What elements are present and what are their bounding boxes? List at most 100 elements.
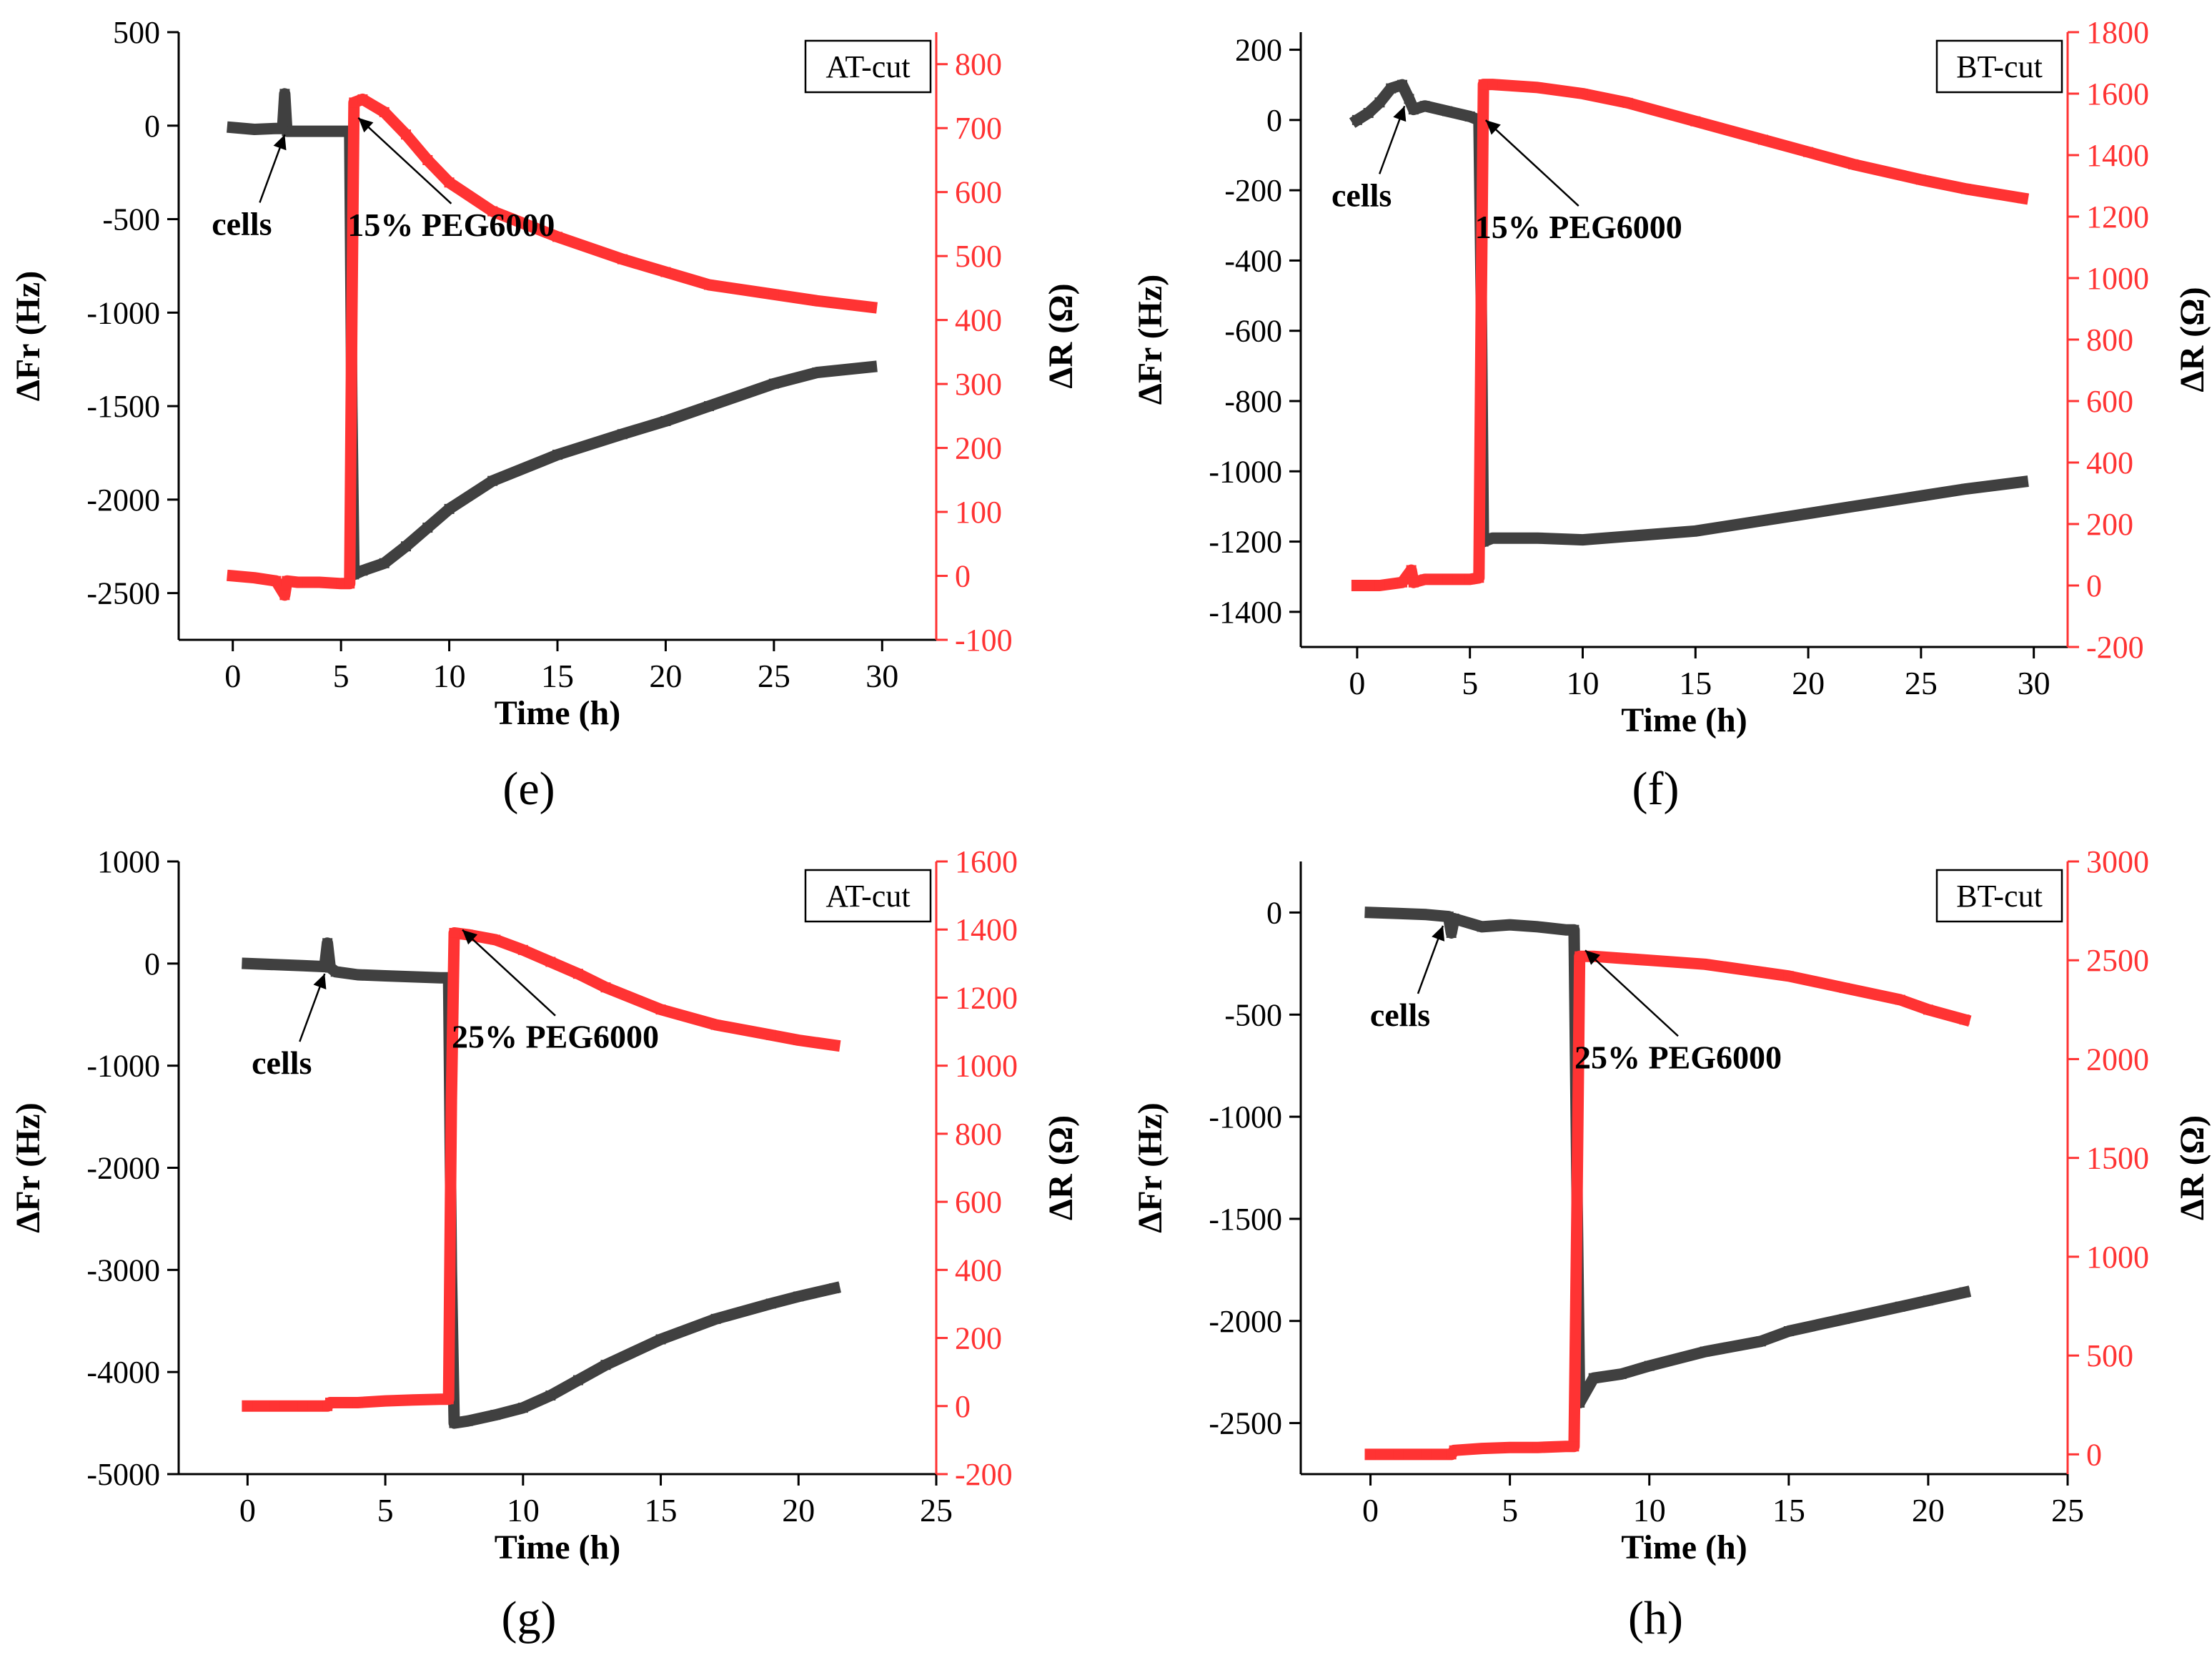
annotation-label: 15% PEG6000: [1475, 209, 1682, 245]
series-point: [1895, 994, 1905, 1005]
series-point: [1622, 531, 1633, 542]
annotation-label: cells: [212, 205, 272, 242]
series-point: [704, 280, 714, 290]
x-tick-label: 20: [782, 1492, 815, 1528]
series-point: [1365, 1449, 1376, 1460]
x-tick-label: 20: [649, 658, 682, 694]
right-y-tick-label: 400: [955, 303, 1002, 338]
series-point: [352, 969, 363, 980]
left-y-tick-label: -3000: [86, 1253, 160, 1288]
series-point: [768, 289, 779, 300]
x-tick-label: 5: [1502, 1492, 1518, 1528]
series-point: [572, 1375, 583, 1385]
right-y-tick-label: 700: [955, 111, 1002, 146]
series-point: [282, 126, 292, 137]
series-point: [704, 401, 714, 412]
annotation-arrowhead: [313, 974, 327, 989]
series-line-delta-fr: [242, 937, 841, 1429]
series-point: [600, 1360, 611, 1370]
series-point: [1895, 1301, 1905, 1312]
x-tick-label: 10: [433, 658, 466, 694]
series-point: [422, 523, 433, 533]
right-y-tick-label: 1800: [2086, 15, 2149, 50]
series-point: [1755, 967, 1766, 977]
series-point: [1487, 533, 1498, 543]
series-point: [545, 1390, 556, 1401]
series-point: [655, 1004, 666, 1015]
left-y-tick-label: -1000: [86, 295, 160, 330]
cut-label: BT-cut: [1956, 49, 2043, 84]
series-point: [407, 972, 418, 982]
annotation-arrowhead: [273, 134, 287, 151]
series-point: [1690, 525, 1701, 536]
series-point: [545, 957, 556, 967]
annotation-label: cells: [1370, 997, 1430, 1033]
right-y-axis-title: ΔR (Ω): [1042, 283, 1080, 388]
series-point: [349, 97, 359, 108]
right-y-tick-label: 800: [2086, 322, 2133, 357]
left-y-tick-label: -400: [1224, 243, 1282, 278]
series-point: [1419, 574, 1430, 585]
series-point: [449, 927, 460, 938]
series-point: [1386, 83, 1397, 94]
right-y-tick-label: -200: [955, 1457, 1013, 1492]
series-point: [1449, 913, 1459, 924]
cut-label-box: [1935, 39, 2063, 94]
right-y-tick-label: 0: [955, 1389, 971, 1424]
annotation-arrowhead: [462, 929, 478, 945]
left-y-tick-label: 200: [1235, 33, 1282, 68]
series-point: [655, 1334, 666, 1345]
series-point: [1374, 97, 1385, 108]
series-point: [1839, 1313, 1850, 1324]
series-point: [325, 1398, 335, 1408]
series-point: [242, 958, 253, 969]
left-y-tick-label: -2000: [86, 1151, 160, 1186]
panel-1: 0 5 10 15 20 25 30 200 0 -200 -400 -600 -800 -1000 -12…: [1131, 15, 2211, 815]
cut-label: AT-cut: [825, 49, 910, 84]
panel-label: (e): [502, 763, 555, 815]
series-point: [765, 1298, 776, 1309]
left-y-tick-label: 0: [144, 947, 160, 982]
right-y-tick-label: 200: [2086, 507, 2133, 542]
series-point: [443, 1394, 454, 1405]
left-y-tick-label: -800: [1224, 384, 1282, 419]
series-point: [1504, 1442, 1515, 1453]
annotation-arrowhead: [1393, 106, 1407, 122]
series-point: [1755, 1336, 1766, 1347]
series-point: [269, 1400, 280, 1411]
series-point: [357, 565, 368, 576]
series-point: [444, 177, 455, 188]
series-point: [600, 982, 611, 993]
series-point: [379, 107, 390, 117]
x-tick-label: 5: [333, 658, 349, 694]
series-point: [812, 295, 823, 306]
annotation-arrowhead: [1432, 926, 1445, 942]
right-y-tick-label: 3000: [2086, 844, 2149, 879]
x-tick-label: 10: [1566, 665, 1599, 701]
series-point: [449, 1418, 460, 1428]
series-point: [866, 362, 877, 372]
panel-label: (h): [1628, 1592, 1683, 1644]
series-point: [380, 1395, 391, 1406]
series-point: [866, 302, 877, 312]
left-y-tick-label: -1500: [86, 389, 160, 424]
cut-label-box: [1935, 869, 2063, 923]
left-y-tick-label: -1400: [1209, 595, 1282, 630]
annotation-arrowhead: [1485, 120, 1501, 135]
series-point: [1421, 909, 1432, 920]
series-point: [1569, 1441, 1579, 1452]
series-point: [292, 577, 303, 588]
left-y-tick-label: -2000: [1209, 1304, 1282, 1339]
series-point: [1616, 1369, 1627, 1380]
left-y-axis-title: ΔFr (Hz): [9, 1102, 47, 1232]
series-point: [1783, 1326, 1794, 1337]
series-point: [336, 578, 347, 589]
series-point: [1572, 1212, 1582, 1222]
series-point: [314, 577, 324, 588]
series-point: [710, 1019, 721, 1030]
right-y-tick-label: 2500: [2086, 943, 2149, 978]
series-point: [1560, 1441, 1571, 1452]
series-point: [829, 1283, 840, 1294]
left-y-tick-label: -200: [1224, 173, 1282, 208]
